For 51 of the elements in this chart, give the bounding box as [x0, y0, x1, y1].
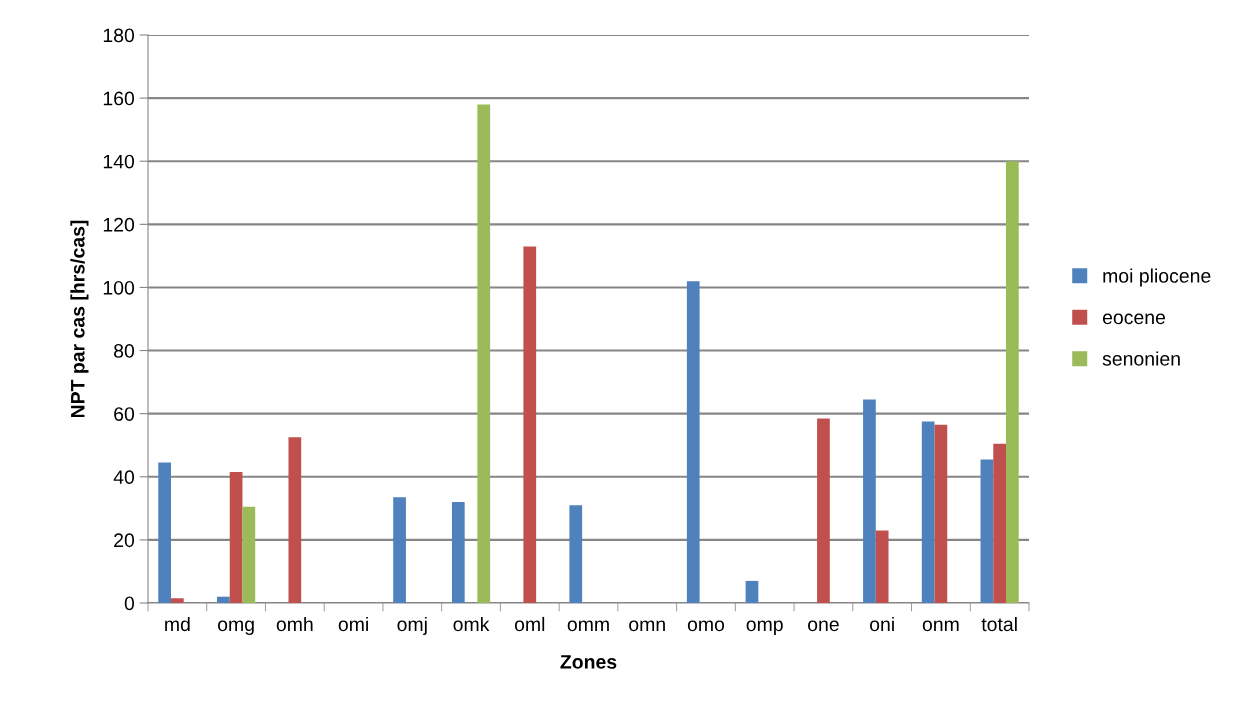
y-tick-label: 140	[103, 154, 135, 169]
y-tick-label: 180	[103, 28, 135, 43]
y-tick-label: 0	[124, 596, 135, 611]
x-tick-label: omi	[338, 616, 368, 632]
x-tick-label: omk	[453, 616, 490, 632]
bar	[569, 505, 583, 603]
bar	[158, 462, 171, 603]
x-tick-label: omg	[218, 620, 254, 636]
bar	[745, 580, 759, 603]
y-tick-label: 20	[114, 533, 135, 548]
x-tick-label: oni	[870, 616, 894, 632]
legend-label: moi pliocene	[1103, 268, 1211, 287]
bar	[1006, 161, 1019, 603]
x-tick-label: omj	[397, 616, 427, 636]
x-tick-label: omo	[687, 620, 725, 632]
y-tick-label: 160	[103, 91, 135, 106]
bar	[451, 502, 465, 603]
x-tick-label: omp	[746, 620, 783, 636]
bar	[980, 459, 994, 603]
bar	[921, 421, 935, 603]
x-tick-label: omh	[276, 616, 313, 632]
x-tick-label: omn	[629, 620, 665, 632]
bar	[686, 281, 700, 603]
x-tick-label: onm	[922, 620, 959, 632]
bar	[288, 437, 302, 603]
legend-label: eocene	[1102, 313, 1166, 325]
x-tick-label: omm	[567, 620, 609, 632]
y-tick-label: 120	[103, 217, 135, 232]
bar	[171, 598, 184, 603]
y-tick-label: 80	[114, 344, 135, 358]
x-tick-label: total	[981, 616, 1017, 632]
x-tick-label: one	[808, 620, 839, 632]
bar	[393, 497, 406, 603]
y-tick-label: 40	[113, 470, 135, 485]
bar	[863, 399, 876, 603]
y-tick-label: 100	[103, 280, 135, 295]
bar	[875, 530, 889, 603]
bar	[817, 418, 830, 603]
x-tick-label: oml	[514, 616, 545, 632]
bar	[934, 424, 948, 603]
y-tick-label: 60	[114, 407, 135, 421]
y-axis-title: NPT par cas [hrs/cas]	[70, 220, 89, 418]
bar	[242, 506, 256, 603]
bar	[993, 443, 1006, 603]
x-axis-title: Zones	[560, 655, 617, 669]
bar	[229, 472, 243, 603]
bar	[217, 596, 230, 603]
x-tick-label: md	[165, 616, 190, 632]
bar	[523, 246, 537, 603]
bar	[477, 104, 491, 603]
legend-label: senonien	[1102, 351, 1180, 366]
